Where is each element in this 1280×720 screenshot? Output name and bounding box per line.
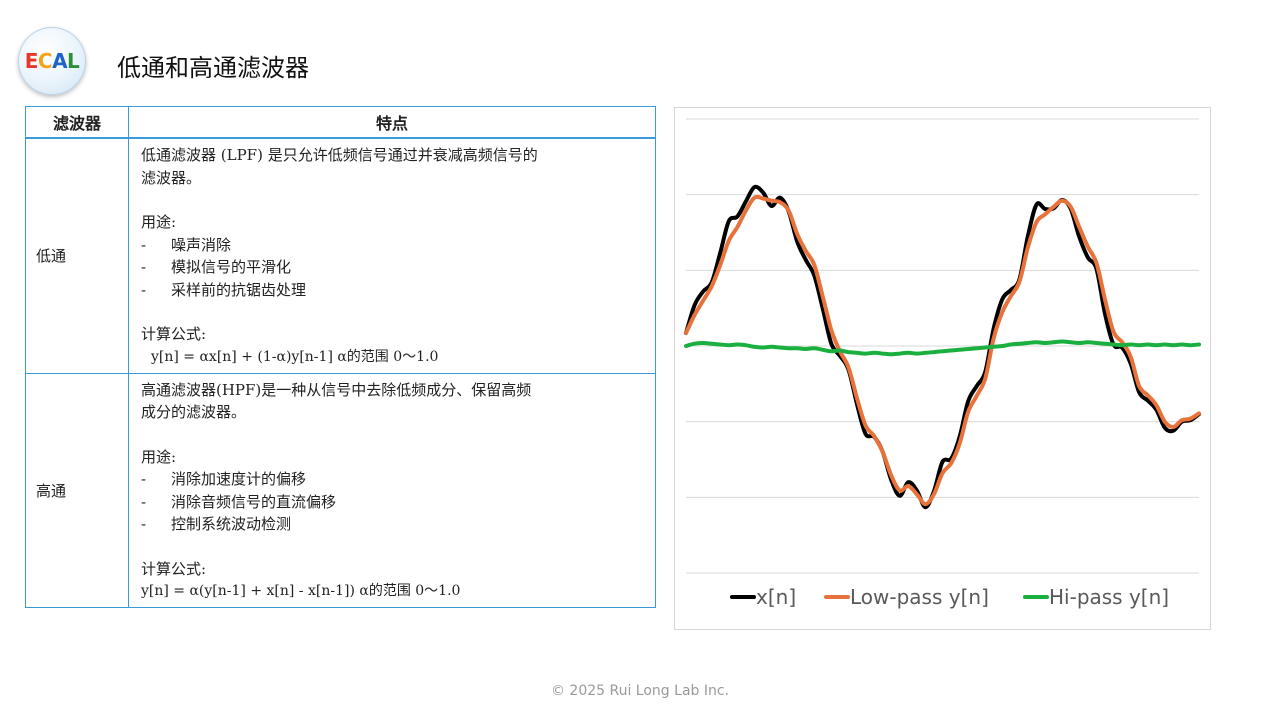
usage-list-item: - 模拟信号的平滑化 bbox=[141, 256, 647, 279]
filter-description-lowpass: 低通滤波器 (LPF) 是只允许低频信号通过并衰减高频信号的 滤波器。用途: - 噪声… bbox=[128, 137, 656, 374]
usage-list-item: - 消除音频信号的直流偏移 bbox=[141, 491, 647, 514]
logo-letter-c: C bbox=[37, 49, 53, 73]
filter-comparison-table: 滤波器 特点 低通 低通滤波器 (LPF) 是只允许低频信号通过并衰减高频信号的… bbox=[25, 106, 656, 608]
page-title: 低通和高通滤波器 bbox=[117, 54, 309, 82]
table-row-highpass: 高通 高通滤波器(HPF)是一种从信号中去除低频成分、保留高频 成分的滤波器。 用途… bbox=[25, 372, 656, 608]
series-line-hipass bbox=[684, 339, 1201, 357]
description-line: 成分的滤波器。 bbox=[141, 403, 247, 421]
description-line: 滤波器。 bbox=[141, 168, 202, 187]
filter-response-chart: x[n] Low-pass y[n] Hi-pass y[n] bbox=[674, 107, 1211, 630]
filter-name-highpass: 高通 bbox=[25, 372, 129, 608]
usage-list-item: - 消除加速度计的偏移 bbox=[141, 468, 647, 491]
formula-text: y[n] = αx[n] + (1-α)y[n-1] α的范围 0～1.0 bbox=[151, 348, 439, 365]
spacer bbox=[141, 424, 647, 446]
usage-list-item: - 控制系统波动检测 bbox=[141, 513, 647, 536]
usage-list-item: - 采样前的抗锯齿处理 bbox=[141, 279, 647, 302]
usage-list-item: - 噪声消除 bbox=[141, 234, 647, 257]
logo-letter-a: A bbox=[52, 49, 68, 73]
bullet-dash: - bbox=[141, 258, 147, 276]
usage-item-text: 采样前的抗锯齿处理 bbox=[171, 280, 307, 299]
filter-name-lowpass: 低通 bbox=[25, 137, 129, 374]
column-header-filter: 滤波器 bbox=[25, 106, 129, 139]
logo-letter-l: L bbox=[67, 49, 80, 73]
formula-text: y[n] = α(y[n-1] + x[n] - x[n-1]) α的范围 0～… bbox=[141, 583, 461, 599]
copyright-footer: © 2025 Rui Long Lab Inc. bbox=[550, 683, 730, 699]
usage-item-text: 噪声消除 bbox=[171, 235, 232, 254]
filter-description-highpass: 高通滤波器(HPF)是一种从信号中去除低频成分、保留高频 成分的滤波器。 用途: - 消… bbox=[128, 372, 656, 608]
usage-item-text: 消除音频信号的直流偏移 bbox=[171, 492, 337, 511]
column-header-features: 特点 bbox=[128, 106, 656, 139]
bullet-dash: - bbox=[141, 492, 147, 511]
bullet-dash: - bbox=[141, 280, 147, 299]
spacer bbox=[141, 301, 647, 323]
description-line: 用途: bbox=[141, 447, 177, 466]
legend-label: x[n] bbox=[756, 585, 796, 609]
legend-label: Hi-pass y[n] bbox=[1049, 585, 1169, 609]
description-line: 用途: bbox=[141, 213, 177, 231]
table-row-lowpass: 低通 低通滤波器 (LPF) 是只允许低频信号通过并衰减高频信号的 滤波器。用途:… bbox=[25, 137, 656, 374]
bullet-dash: - bbox=[141, 235, 147, 254]
description-line: 低通滤波器 (LPF) 是只允许低频信号通过并衰减高频信号的 bbox=[141, 146, 538, 164]
table-header-row: 滤波器 特点 bbox=[25, 106, 656, 139]
bullet-dash: - bbox=[141, 515, 147, 533]
logo-letter-e: E bbox=[24, 49, 39, 73]
series-line-lowpass bbox=[684, 194, 1201, 507]
bullet-dash: - bbox=[141, 470, 147, 488]
spacer bbox=[141, 189, 647, 211]
usage-item-text: 控制系统波动检测 bbox=[171, 515, 292, 533]
description-line: 高通滤波器(HPF)是一种从信号中去除低频成分、保留高频 bbox=[141, 380, 532, 399]
usage-item-text: 模拟信号的平滑化 bbox=[171, 258, 292, 276]
description-line: 计算公式: bbox=[141, 325, 207, 343]
legend-label: Low-pass y[n] bbox=[850, 585, 989, 609]
description-line: 计算公式: bbox=[141, 559, 207, 578]
spacer bbox=[141, 536, 647, 558]
chart-svg: x[n] Low-pass y[n] Hi-pass y[n] bbox=[684, 118, 1201, 609]
usage-item-text: 消除加速度计的偏移 bbox=[171, 470, 307, 488]
